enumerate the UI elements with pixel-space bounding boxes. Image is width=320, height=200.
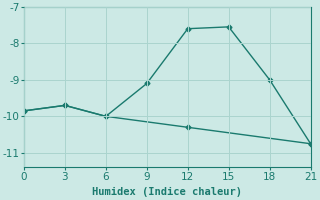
X-axis label: Humidex (Indice chaleur): Humidex (Indice chaleur) [92, 187, 242, 197]
